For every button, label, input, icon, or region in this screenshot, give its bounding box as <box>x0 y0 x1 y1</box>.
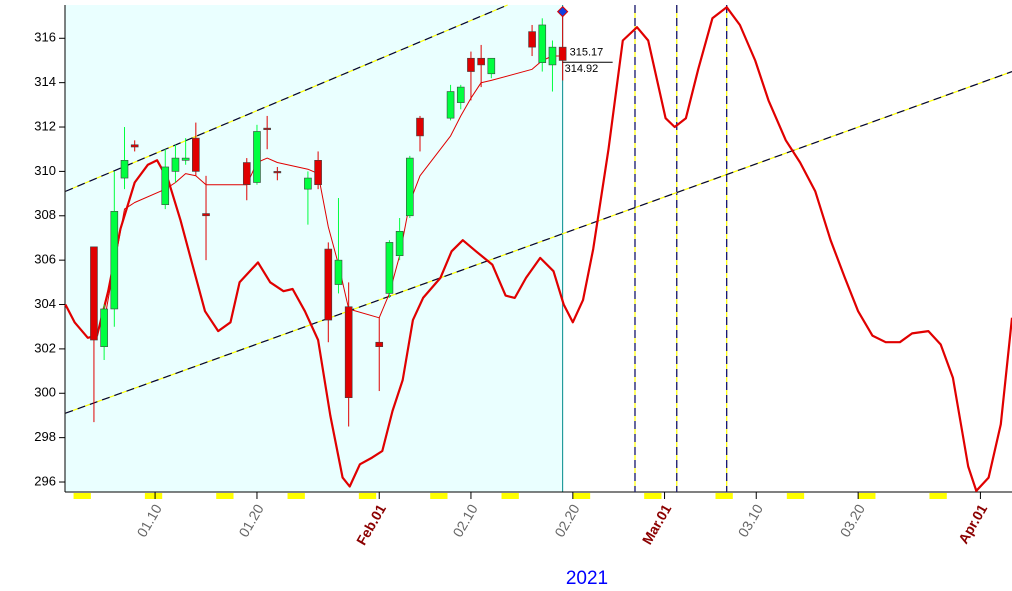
x-tick-label: 01.10 <box>133 501 164 540</box>
candle-body <box>110 211 119 310</box>
candle-body <box>406 157 414 217</box>
y-tick-label: 302 <box>34 340 56 355</box>
x-tick-label: 03.10 <box>735 501 766 540</box>
y-tick-label: 312 <box>34 118 56 133</box>
candle-body <box>375 341 384 347</box>
price-label: 314.92 <box>565 63 599 75</box>
y-tick-label: 306 <box>34 252 56 267</box>
candle-body <box>90 246 98 341</box>
candle-body <box>558 46 567 61</box>
candle-body <box>253 131 261 183</box>
weekend-marker <box>216 493 234 499</box>
weekend-marker <box>929 493 947 499</box>
candle-body <box>181 157 190 161</box>
weekend-marker <box>287 493 305 499</box>
candle-body <box>385 242 394 294</box>
candle-body <box>304 177 312 190</box>
candle-body <box>446 91 455 119</box>
candle-body <box>202 213 210 217</box>
y-tick-label: 316 <box>34 30 56 45</box>
y-tick-label: 298 <box>34 429 56 444</box>
weekend-marker <box>715 493 733 499</box>
candle-body <box>120 160 129 179</box>
weekend-marker <box>430 493 448 499</box>
y-tick-label: 314 <box>34 74 56 89</box>
candle-body <box>100 308 108 347</box>
candle-body <box>334 259 343 285</box>
x-tick-label: 03.20 <box>837 501 868 540</box>
y-tick-label: 310 <box>34 163 56 178</box>
price-label: 315.17 <box>570 47 604 59</box>
line-series <box>64 6 1012 492</box>
x-tick-label: Mar.01 <box>639 501 675 547</box>
weekend-marker <box>786 493 805 499</box>
candle-body <box>477 57 485 66</box>
x-tick-label: 02.10 <box>449 501 480 540</box>
candle-body <box>242 162 251 186</box>
trendline <box>65 4 508 192</box>
candle-body <box>487 57 496 75</box>
y-tick-label: 304 <box>34 296 56 311</box>
candle-body <box>548 46 557 66</box>
candle-body <box>314 160 322 186</box>
candle-body <box>538 24 547 63</box>
weekend-marker <box>644 493 662 499</box>
line-series <box>103 55 563 323</box>
x-axis-label: 2021 <box>566 568 608 589</box>
x-tick-label: Apr.01 <box>955 501 990 546</box>
weekend-marker <box>358 493 377 499</box>
signal-marker <box>556 5 569 18</box>
y-tick-label: 308 <box>34 207 56 222</box>
y-tick-label: 296 <box>34 473 56 488</box>
candle-body <box>192 137 200 172</box>
candle-body <box>263 127 271 130</box>
x-tick-label: 02.20 <box>551 501 582 540</box>
x-tick-label: Feb.01 <box>353 501 389 548</box>
x-tick-label: 01.20 <box>235 501 266 540</box>
candle-body <box>528 31 536 48</box>
candle-body <box>171 157 180 172</box>
candle-body <box>456 86 465 103</box>
candle-body <box>344 306 353 399</box>
weekend-marker <box>858 493 876 499</box>
weekend-marker <box>501 493 519 499</box>
candle-body <box>467 57 475 72</box>
candle-body <box>324 248 333 321</box>
candle-body <box>130 144 139 148</box>
trendline <box>65 70 1012 414</box>
weekend-marker <box>572 493 591 499</box>
weekend-marker <box>144 493 163 499</box>
candle-body <box>273 171 282 174</box>
weekend-marker <box>73 493 91 499</box>
candle-body <box>161 166 170 205</box>
candle-body <box>416 117 424 137</box>
y-tick-label: 300 <box>34 385 56 400</box>
history-shade <box>65 5 563 492</box>
candle-body <box>395 231 404 257</box>
